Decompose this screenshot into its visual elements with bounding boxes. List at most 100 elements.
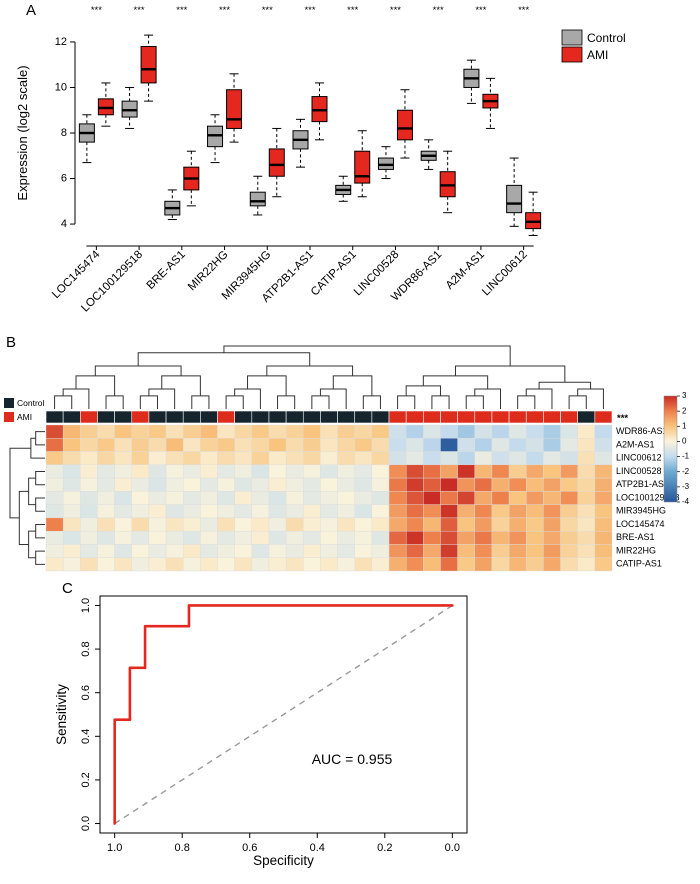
heatmap-cell [440,464,458,479]
heatmap-cell [114,451,132,466]
heatmap-cell [114,438,132,452]
box-CATIP-AS1-Control [335,175,352,202]
heatmap-cell [45,464,64,479]
heatmap-cell [183,530,201,545]
color-key-tick-label: -2 [682,467,690,476]
heatmap-cell [45,517,64,532]
heatmap-cell [457,557,475,572]
heatmap-cell [526,438,544,452]
heatmap-cell [200,491,218,505]
heatmap-cell [62,451,81,466]
panel-c-label: C [62,580,73,597]
heatmap-cell [405,517,424,532]
legend-label: Control [587,31,626,45]
heatmap-cell [97,438,115,452]
dendrogram-branch [362,395,381,409]
legend-swatch-control [561,29,583,46]
heatmap-cell [268,517,287,532]
significance-stars: *** [262,5,273,16]
heatmap-cell [337,517,355,532]
color-gradient-bar [663,395,678,503]
heatmap-cell [183,491,201,505]
heatmap-cell [62,504,81,519]
heatmap-cell [474,491,493,505]
heatmap-cell [217,424,235,439]
significance-stars: *** [518,5,529,16]
heatmap-cell [405,504,424,519]
dendrogram-branch [332,375,373,396]
box [396,109,413,141]
heatmap-cell [594,491,613,505]
heatmap-cells [45,424,613,572]
heatmap-cell [268,438,287,452]
heatmap-cell [97,491,115,505]
heatmap-cell [320,517,338,532]
heatmap-cell [114,504,132,519]
roc-curve [113,604,454,825]
heatmap-cell [405,438,424,452]
heatmap-cell [80,517,98,532]
heatmap-cell [594,451,613,466]
heatmap-cell [354,544,373,558]
dendrogram-branch [35,497,45,512]
x-tick-label: 1.0 [107,842,122,854]
box-ATP2B1-AS1-AMI [311,82,328,141]
heatmap-cell [457,451,475,466]
heatmap-cell [491,438,510,452]
significance-stars: *** [219,5,230,16]
heatmap-cell [251,451,270,466]
heatmap-cell [337,464,355,479]
significance-stars: *** [347,5,358,16]
significance-stars: *** [176,5,187,16]
x-tick-label: 0.2 [377,842,392,854]
heatmap-cell [200,438,218,452]
heatmap-cell [165,517,184,532]
heatmap-cell [371,530,390,545]
annotation-cell [234,410,253,424]
panel-b-heatmap-chart: *** WDR86-AS1 A2M-AS1 LINC00612 LINC00528 ATP… [4,345,690,572]
heatmap-cell [491,517,510,532]
heatmap-cell [508,544,527,558]
heatmap-cell [371,517,390,532]
heatmap-cell [440,517,458,532]
heatmap-cell [526,491,544,505]
group-annotation-bar [45,410,613,424]
heatmap-cell [148,464,167,479]
heatmap-cell [303,530,321,545]
heatmap-cell [131,477,150,492]
column-dendrogram [54,345,604,409]
heatmap-cell [217,477,235,492]
heatmap-cell [526,517,544,532]
box-MIR3945HG-AMI [268,127,285,198]
heatmap-cell [303,451,321,466]
heatmap-cell [405,424,424,439]
y-tick-label: 0.8 [80,641,92,656]
annotation-cell [491,410,510,424]
annotation-cell [543,410,561,424]
heatmap-cell [251,438,270,452]
heatmap-cell [594,477,613,492]
heatmap-cell [474,438,493,452]
heatmap-cell [560,464,578,479]
heatmap-cell [131,557,150,572]
color-key-tick-label: 2 [682,406,687,415]
dendrogram-branch [148,388,176,409]
heatmap-cell [165,530,184,545]
heatmap-cell [423,477,441,492]
annotation-cell [251,410,270,424]
roc-plot: 1.0 0.8 0.6 0.4 0.2 0.0 0.0 0.2 0.4 0.6 0.8 1.0 Spec… [54,595,468,868]
heatmap-cell [165,557,184,572]
box [140,45,157,84]
annotation-cell [525,410,544,424]
heatmap-cell [354,530,373,545]
heatmap-cell [148,491,167,505]
annotation-cell [371,410,390,424]
heatmap-cell [491,557,510,572]
heatmap-cell [457,464,475,479]
heatmap-cell [234,491,253,505]
heatmap-cell [165,504,184,519]
heatmap-cell [388,530,407,545]
heatmap-cell [285,424,304,439]
annotation-cell [80,410,98,424]
heatmap-cell [388,438,407,452]
